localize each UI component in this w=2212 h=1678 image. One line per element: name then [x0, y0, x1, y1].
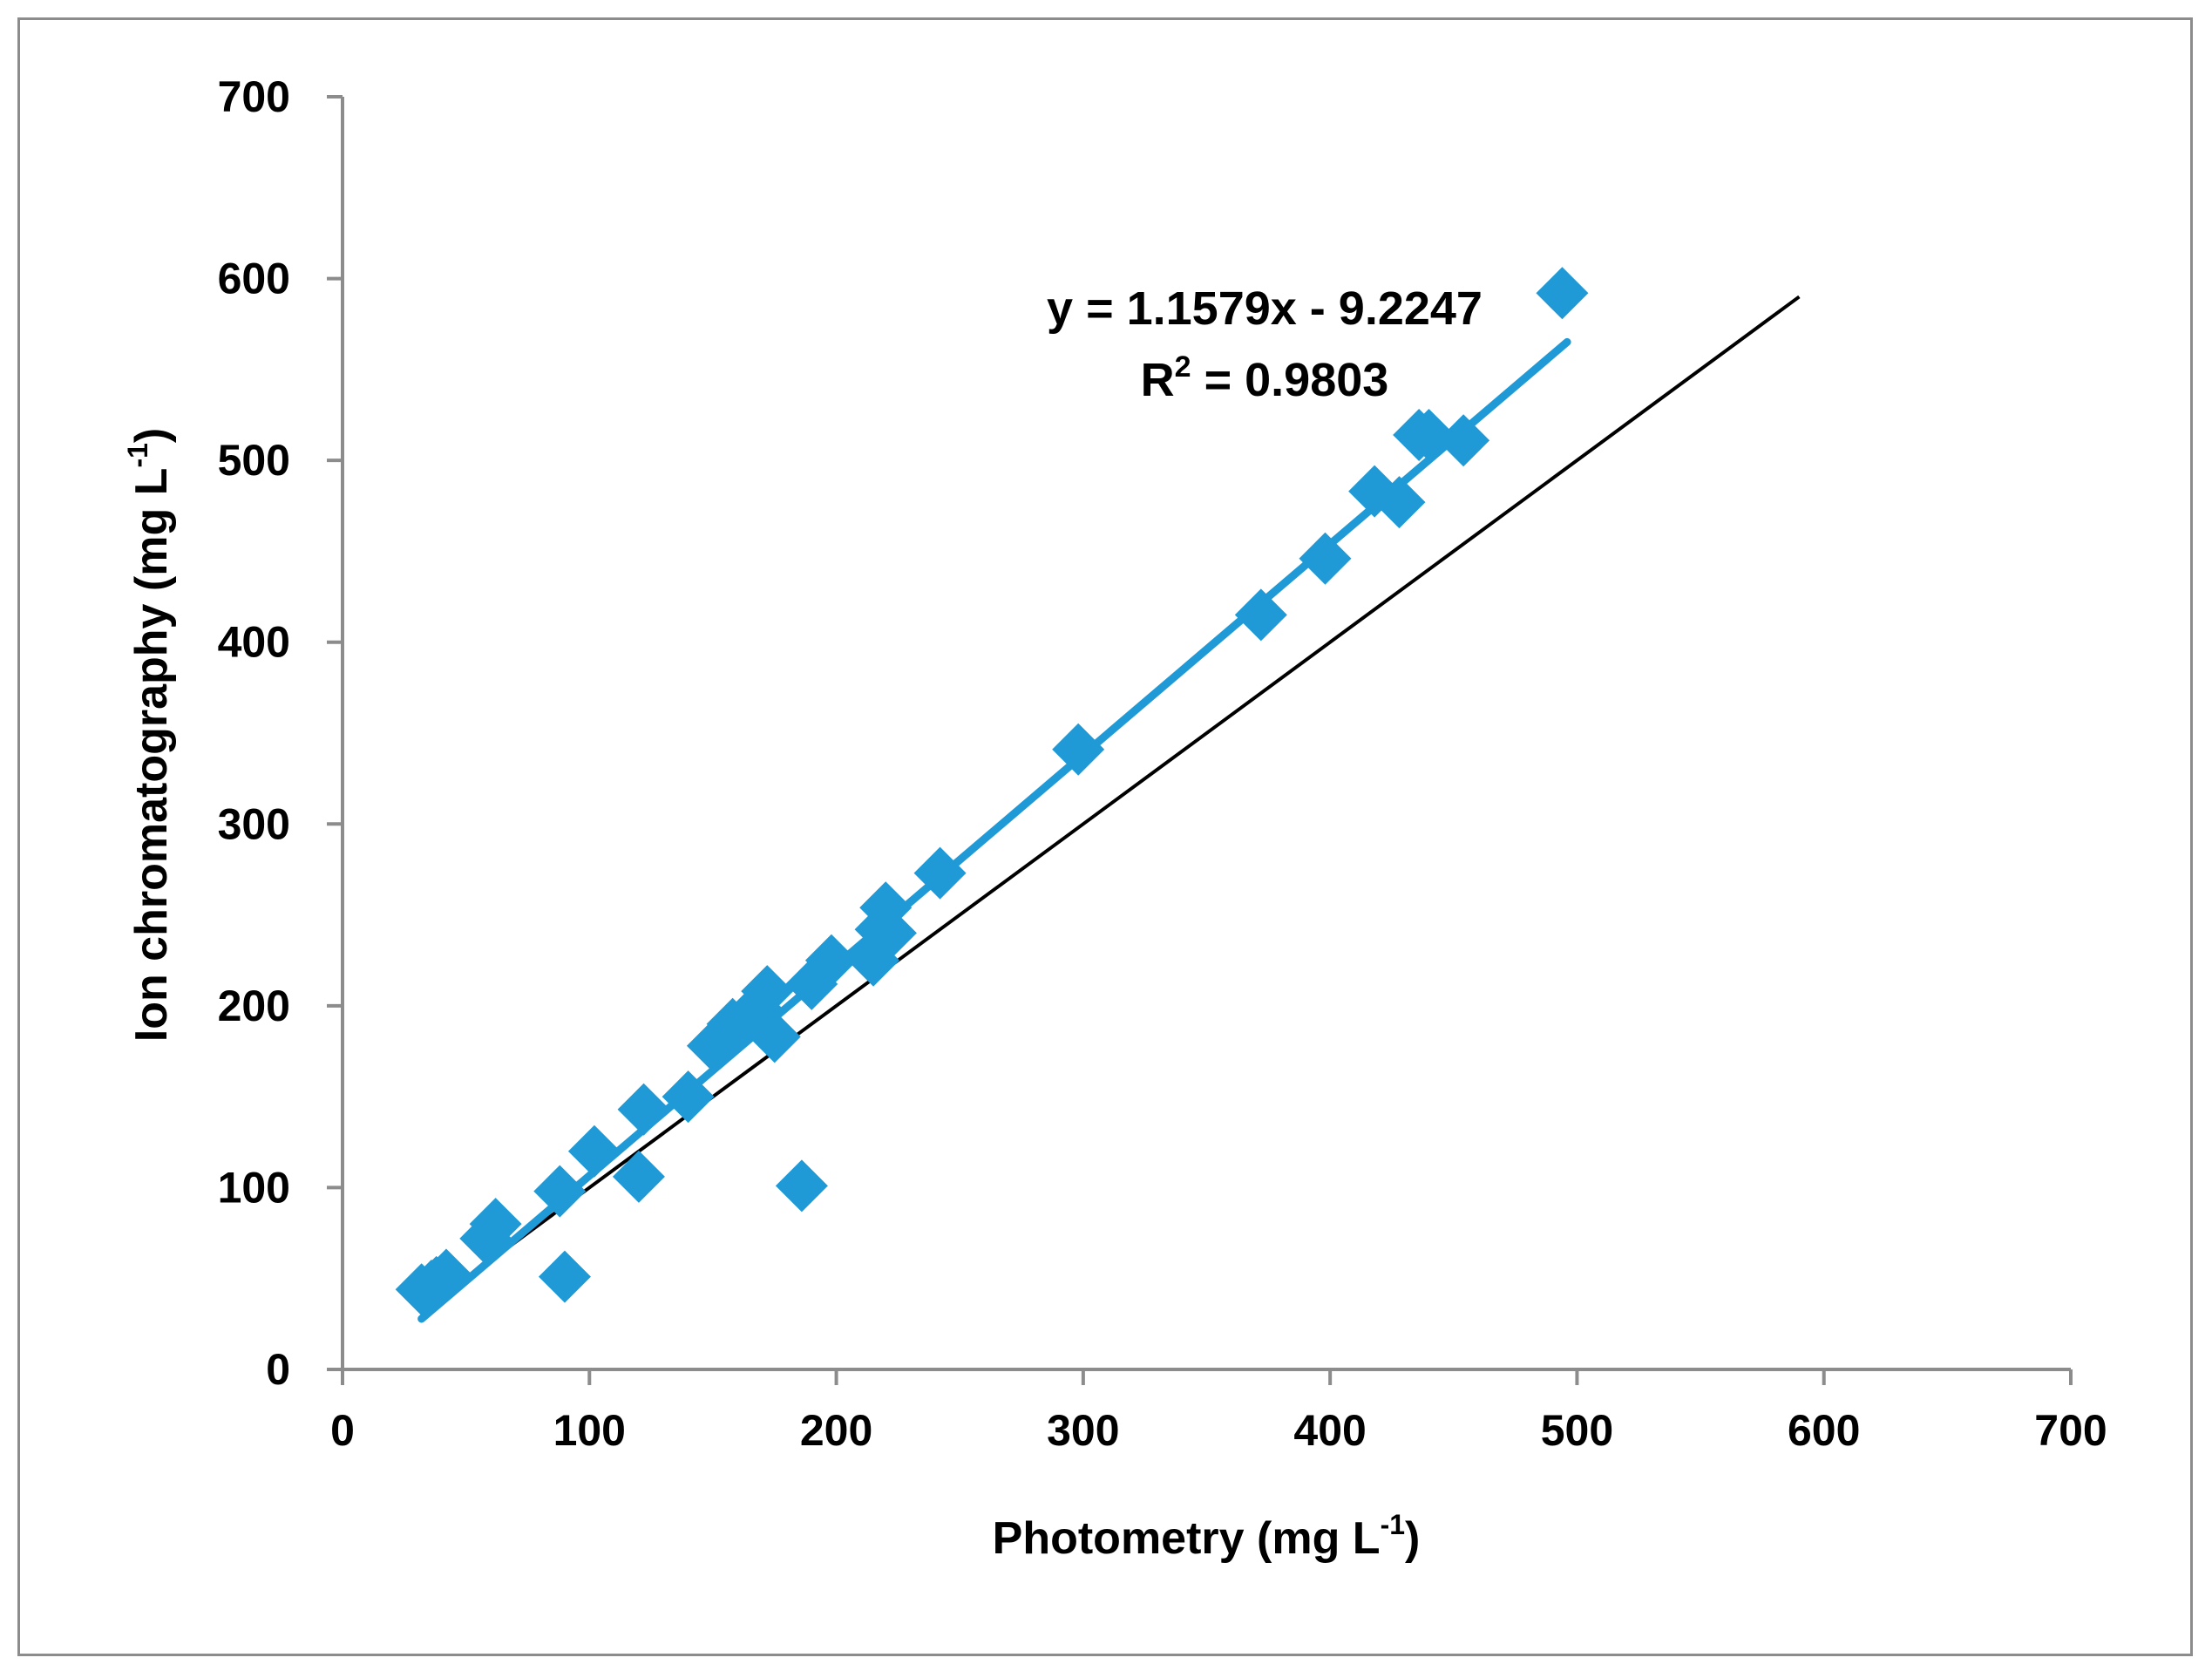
data-point — [741, 965, 794, 1018]
x-tick-label: 600 — [1788, 1406, 1860, 1455]
x-axis-title-main: Photometry (mg L — [993, 1513, 1381, 1564]
x-tick-label: 200 — [800, 1406, 872, 1455]
data-points — [395, 267, 1589, 1316]
data-point — [864, 907, 917, 960]
x-tick-label: 0 — [330, 1406, 355, 1455]
y-tick-label: 200 — [218, 982, 290, 1030]
x-axis-title-group: Photometry (mg L-1) — [993, 1509, 1421, 1564]
y-tick-label: 100 — [218, 1163, 290, 1212]
reference-line-group — [452, 295, 1801, 1289]
data-point — [1299, 532, 1352, 585]
data-point — [567, 1124, 621, 1178]
data-point — [1052, 723, 1105, 776]
r-squared-superscript: 2 — [1175, 350, 1191, 384]
r-squared-value: = 0.9803 — [1191, 354, 1389, 406]
x-tick-label: 300 — [1047, 1406, 1119, 1455]
data-point — [913, 846, 967, 900]
data-point — [1373, 476, 1426, 529]
y-axis-title-superscript: -1 — [122, 443, 153, 467]
y-tick-label: 0 — [266, 1345, 290, 1394]
y-tick-label: 300 — [218, 799, 290, 848]
y-axis-title: Ion chromatography (mg L-1) — [122, 428, 177, 1042]
data-point — [1536, 267, 1589, 320]
data-point — [612, 1150, 665, 1203]
data-point — [804, 934, 858, 987]
x-axis-title: Photometry (mg L-1) — [993, 1509, 1421, 1564]
y-tick-label: 600 — [218, 255, 290, 303]
data-point — [1234, 588, 1287, 642]
x-tick-label: 100 — [553, 1406, 626, 1455]
data-point — [533, 1165, 587, 1218]
axes: 0 100 200 300 400 500 600 700 0 100 200 300 400 500 6… — [218, 72, 2107, 1455]
data-point — [1402, 408, 1455, 461]
regression-equation-annotation: y = 1.1579x - 9.2247 R2 = 0.9803 — [1047, 282, 1483, 406]
x-ticks: 0 100 200 300 400 500 600 700 — [330, 1369, 2107, 1455]
reference-line — [452, 295, 1801, 1289]
data-point — [538, 1250, 591, 1303]
r-squared-label: R2 = 0.9803 — [1141, 350, 1389, 406]
x-tick-label: 700 — [2034, 1406, 2107, 1455]
x-tick-label: 400 — [1293, 1406, 1366, 1455]
y-tick-label: 700 — [218, 72, 290, 121]
data-point — [662, 1070, 715, 1124]
data-point — [469, 1198, 522, 1251]
x-axis-title-superscript: -1 — [1381, 1509, 1405, 1540]
y-tick-label: 500 — [218, 436, 290, 485]
equation-label: y = 1.1579x - 9.2247 — [1047, 282, 1483, 335]
y-axis-title-main: Ion chromatography (mg L — [126, 468, 177, 1043]
data-point — [617, 1083, 670, 1136]
data-point — [419, 1248, 472, 1301]
data-point — [748, 1010, 801, 1063]
y-tick-label: 400 — [218, 618, 290, 667]
y-axis-title-group: Ion chromatography (mg L-1) — [122, 428, 177, 1042]
data-point — [847, 934, 900, 987]
x-tick-label: 500 — [1541, 1406, 1613, 1455]
y-ticks: 0 100 200 300 400 500 600 700 — [218, 72, 343, 1394]
data-point — [1437, 414, 1490, 467]
r-squared-prefix: R — [1141, 354, 1175, 406]
y-axis-title-end: ) — [126, 428, 177, 443]
data-point — [775, 1159, 828, 1213]
chart-frame — [17, 17, 2193, 1656]
x-axis-title-end: ) — [1405, 1513, 1420, 1564]
